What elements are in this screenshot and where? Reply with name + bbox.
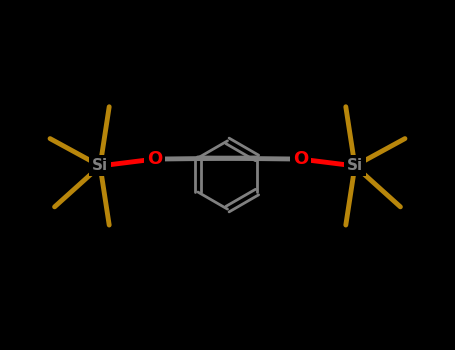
Text: O: O bbox=[147, 150, 162, 168]
Text: O: O bbox=[293, 150, 308, 168]
Text: Si: Si bbox=[92, 159, 108, 173]
Text: Si: Si bbox=[347, 159, 363, 173]
